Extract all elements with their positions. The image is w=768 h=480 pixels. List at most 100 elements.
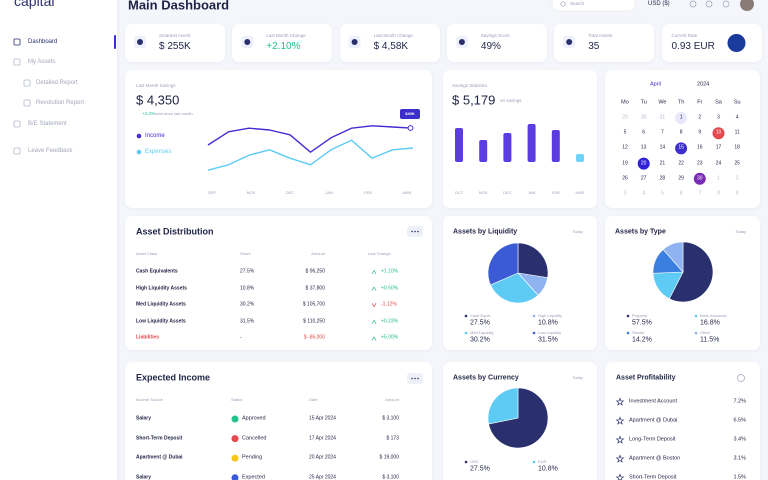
legend-label: Other [700,330,711,335]
legend-value: 10.8% [538,465,558,473]
legend-value: 16.8% [700,319,720,327]
day[interactable]: 23 [697,160,703,167]
day[interactable]: 7 [698,190,702,197]
day[interactable]: 25 [734,160,740,167]
day[interactable]: 6 [679,190,683,197]
day[interactable]: 17 [715,144,722,151]
day[interactable]: 11 [734,129,740,136]
bar [527,124,536,162]
day[interactable]: 30 [640,114,647,121]
nav-item[interactable]: Revolution Report [36,100,85,106]
card-label: Last Month Savings [136,82,176,88]
filter-select[interactable]: Today [735,229,746,234]
legend-dot [532,314,536,318]
nav-item[interactable]: Dashboard [28,39,58,45]
nav-active-bar [114,35,116,49]
filter-select[interactable]: Today [572,375,583,380]
filter-select[interactable]: Today [572,229,583,234]
day[interactable]: 12 [622,144,628,151]
tooltip: $40K [405,111,415,116]
day[interactable]: 31 [659,114,666,121]
day[interactable]: 29 [678,175,684,182]
table-cell: 25 Apr 2024 [309,474,336,480]
weekday: Su [733,99,741,106]
day[interactable]: 1 [679,114,683,121]
legend-value: 10.8% [538,319,558,327]
asset-value: 7.2% [733,398,746,405]
currency-select[interactable]: USD ($) [648,1,670,7]
day[interactable]: 13 [640,144,647,151]
day[interactable]: 2 [735,175,739,182]
x-tick-label: SEP [207,190,217,195]
table-cell: Apartment @ Dubai [136,454,183,461]
flag-icon [727,34,746,52]
day[interactable]: 8 [679,129,683,136]
stat-label: Last Month Change [266,32,306,38]
table-cell: $ -85,000 [303,334,325,341]
column-header: Amount [311,251,325,256]
star-icon [615,435,625,444]
day[interactable]: 15 [678,144,684,151]
more-dot [411,230,413,233]
nav-icon [13,120,21,128]
status: Pending [242,454,263,461]
header-icon [722,0,730,8]
star-icon [615,397,625,406]
day[interactable]: 16 [697,144,703,151]
nav-item[interactable]: Leave Feedback [28,148,73,154]
table-cell: $ 19,000 [379,454,399,461]
day[interactable]: 18 [734,144,740,151]
day[interactable]: 5 [623,129,627,136]
day[interactable]: 9 [698,129,702,136]
nav-item[interactable]: B/E Statement [28,121,67,127]
asset-value: 3.4% [733,436,746,443]
table-cell: +5.00% [381,334,399,341]
day[interactable]: 26 [622,175,628,182]
day[interactable]: 3 [623,190,627,197]
status: Approved [242,415,266,422]
day[interactable]: 22 [678,160,684,167]
x-tick-label: NOV [246,190,256,195]
day[interactable]: 4 [735,114,739,121]
table-cell: +0.50% [381,285,399,292]
table-cell: $ 96,250 [305,268,325,275]
day[interactable]: 28 [659,175,666,182]
day[interactable]: 24 [715,160,722,167]
nav-icon [13,38,21,46]
header-icon [689,0,697,8]
day[interactable]: 5 [661,190,664,197]
day[interactable]: 9 [735,190,739,197]
day[interactable]: 6 [642,129,646,136]
day[interactable]: 2 [698,114,702,121]
day[interactable]: 21 [659,160,666,167]
table-cell: Med Liquidity Assets [136,301,186,308]
year-select[interactable]: 2024 [697,81,710,88]
nav-item[interactable]: My Assets [28,59,56,65]
day-highlight [693,172,706,185]
legend-label: Expenses [145,149,172,155]
day[interactable]: 30 [697,175,703,182]
day[interactable]: 29 [622,114,628,121]
day[interactable]: 14 [659,144,666,151]
day[interactable]: 7 [661,129,664,136]
bar [455,128,463,162]
stat-value: +2.10% [266,41,301,52]
day[interactable]: 10 [715,129,722,136]
day[interactable]: 1 [717,175,720,182]
nav-icon [23,79,31,87]
day[interactable]: 27 [640,175,647,182]
day[interactable]: 4 [642,190,646,197]
table-cell: $ 110,250 [303,318,325,325]
search-input[interactable]: Search [570,0,585,6]
asset-value: 1.5% [733,474,746,480]
nav-item[interactable]: Detailed Report [36,80,78,86]
card-value: $ 5,179 [452,92,496,108]
day[interactable]: 20 [640,160,647,167]
day[interactable]: 3 [717,114,720,121]
month-select[interactable]: April [650,81,662,88]
income-card [125,362,432,480]
nav-icon [13,147,21,155]
table-cell: - [240,334,242,341]
day[interactable]: 8 [717,190,720,197]
day[interactable]: 19 [622,160,628,167]
